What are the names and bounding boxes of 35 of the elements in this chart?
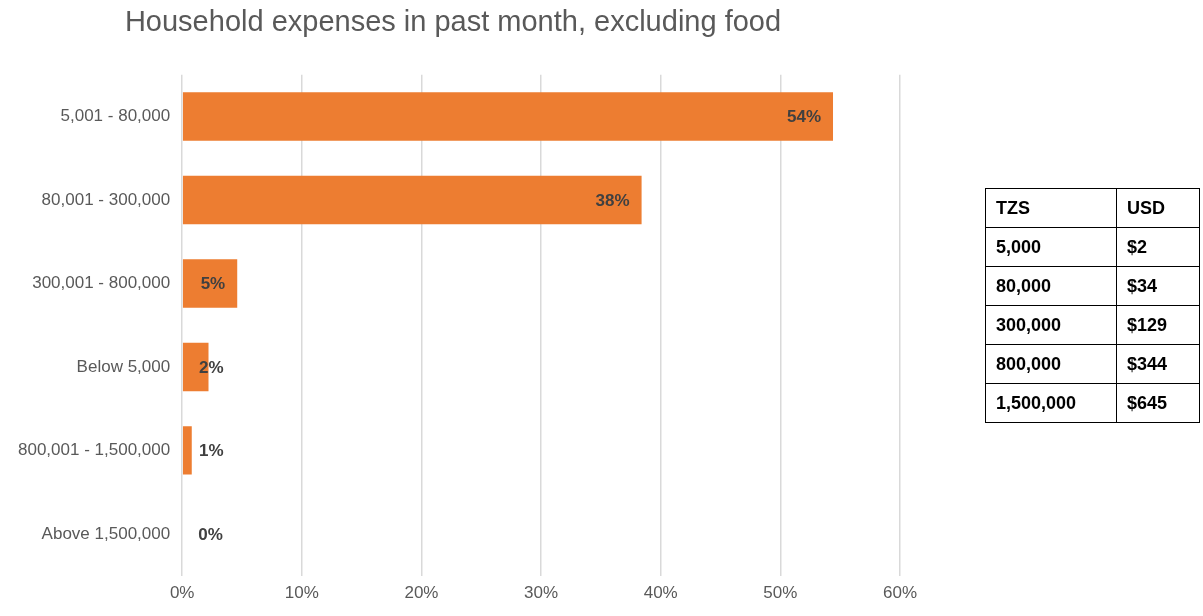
data-label: 1% [198, 441, 224, 461]
data-label: 0% [198, 524, 223, 544]
x-tick-label: 0% [169, 583, 195, 603]
x-tick-label: 30% [524, 583, 559, 603]
data-label: 54% [786, 107, 822, 127]
y-tick-label: 80,001 - 300,000 [41, 189, 171, 209]
text: $645 [1116, 383, 1200, 423]
y-tick-label: Above 1,500,000 [41, 523, 171, 543]
text: 800,000 [985, 344, 1117, 384]
data-label: 38% [595, 190, 630, 210]
bar [182, 175, 642, 225]
bar [182, 259, 238, 308]
text: 300,000 [985, 305, 1117, 345]
category-label: USD [1116, 188, 1200, 228]
y-tick-label: Below 5,000 [76, 356, 171, 376]
y-tick-label: 800,001 - 1,500,000 [18, 440, 171, 460]
x-tick-label: 40% [643, 583, 678, 603]
text: $2 [1116, 227, 1200, 267]
x-tick-label: 20% [404, 583, 439, 603]
chart-title: Household expenses in past month, excluding food [124, 5, 782, 38]
text: 5,000 [985, 227, 1117, 267]
y-tick-label: 300,001 - 800,000 [32, 273, 171, 293]
data-label: 5% [200, 274, 226, 294]
bar [182, 426, 192, 475]
category-label: TZS [985, 188, 1117, 228]
text: 1,500,000 [985, 383, 1117, 423]
text: $129 [1116, 305, 1200, 345]
text: $344 [1116, 344, 1200, 384]
y-tick-label: 5,001 - 80,000 [60, 106, 171, 126]
x-tick-label: 60% [882, 583, 918, 603]
bar [182, 92, 833, 141]
x-tick-label: 50% [763, 583, 798, 603]
x-tick-label: 10% [284, 583, 319, 603]
text: $34 [1116, 266, 1200, 306]
text: 80,000 [985, 266, 1117, 306]
